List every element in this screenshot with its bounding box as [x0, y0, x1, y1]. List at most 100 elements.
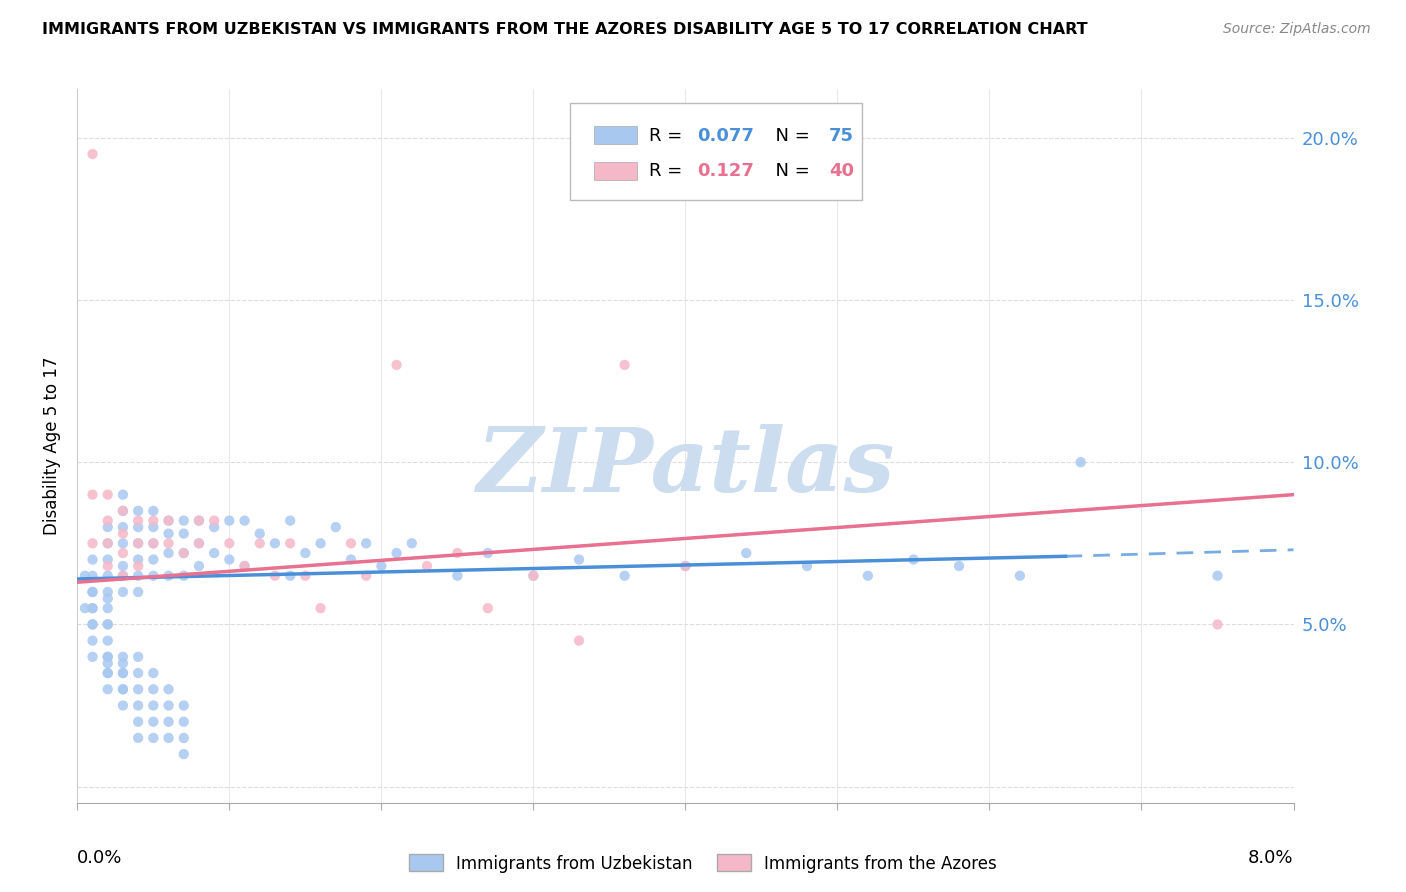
Text: N =: N =	[765, 162, 815, 180]
Point	[157, 731, 180, 745]
Point	[142, 504, 165, 518]
Point	[97, 591, 120, 606]
Point	[416, 559, 439, 574]
Point	[446, 568, 468, 582]
Point	[127, 536, 149, 550]
Point	[82, 488, 104, 502]
Point	[278, 536, 301, 550]
Point	[1206, 617, 1229, 632]
Point	[568, 552, 591, 566]
Point	[97, 520, 120, 534]
Point	[173, 698, 195, 713]
Point	[1206, 568, 1229, 582]
Point	[278, 568, 301, 582]
Point	[157, 568, 180, 582]
Point	[127, 666, 149, 681]
Point	[340, 536, 363, 550]
Point	[278, 514, 301, 528]
Point	[82, 601, 104, 615]
Point	[82, 147, 104, 161]
FancyBboxPatch shape	[569, 103, 862, 200]
Point	[97, 552, 120, 566]
Point	[173, 714, 195, 729]
Point	[142, 536, 165, 550]
Point	[111, 682, 134, 697]
Point	[142, 731, 165, 745]
Point	[82, 617, 104, 632]
Point	[446, 546, 468, 560]
Point	[127, 520, 149, 534]
Point	[142, 568, 165, 582]
Point	[202, 514, 225, 528]
Point	[233, 514, 256, 528]
Point	[127, 585, 149, 599]
Text: 0.077: 0.077	[697, 127, 755, 145]
Text: N =: N =	[765, 127, 815, 145]
Point	[111, 657, 134, 671]
Y-axis label: Disability Age 5 to 17: Disability Age 5 to 17	[44, 357, 62, 535]
Point	[97, 601, 120, 615]
Point	[233, 559, 256, 574]
Point	[401, 536, 423, 550]
Point	[157, 546, 180, 560]
Point	[173, 747, 195, 761]
Point	[948, 559, 970, 574]
Point	[325, 520, 347, 534]
Point	[157, 514, 180, 528]
Point	[111, 526, 134, 541]
Point	[264, 536, 287, 550]
Point	[157, 526, 180, 541]
Point	[111, 666, 134, 681]
Point	[111, 488, 134, 502]
Point	[142, 698, 165, 713]
Point	[188, 514, 211, 528]
Point	[294, 546, 316, 560]
Point	[111, 698, 134, 713]
Point	[82, 617, 104, 632]
Point	[157, 682, 180, 697]
Point	[477, 546, 499, 560]
Point	[218, 514, 240, 528]
Point	[522, 568, 544, 582]
Point	[188, 514, 211, 528]
Point	[249, 536, 271, 550]
Text: Source: ZipAtlas.com: Source: ZipAtlas.com	[1223, 22, 1371, 37]
Point	[522, 568, 544, 582]
Point	[111, 649, 134, 664]
Point	[173, 514, 195, 528]
Point	[613, 568, 636, 582]
Text: 0.127: 0.127	[697, 162, 755, 180]
Point	[111, 504, 134, 518]
Point	[1070, 455, 1092, 469]
Point	[188, 536, 211, 550]
Point	[903, 552, 925, 566]
Point	[370, 559, 392, 574]
Point	[735, 546, 758, 560]
Text: 0.0%: 0.0%	[77, 849, 122, 867]
Text: 75: 75	[830, 127, 853, 145]
Point	[82, 585, 104, 599]
Point	[127, 649, 149, 664]
Point	[157, 536, 180, 550]
Point	[97, 585, 120, 599]
Point	[97, 649, 120, 664]
Point	[127, 536, 149, 550]
Point	[309, 601, 332, 615]
Point	[173, 546, 195, 560]
Point	[97, 666, 120, 681]
Point	[82, 585, 104, 599]
Text: ZIPatlas: ZIPatlas	[477, 425, 894, 510]
Point	[127, 504, 149, 518]
Point	[202, 546, 225, 560]
Point	[97, 649, 120, 664]
Point	[385, 546, 408, 560]
Point	[127, 568, 149, 582]
Point	[188, 536, 211, 550]
Point	[173, 546, 195, 560]
Point	[111, 682, 134, 697]
Point	[477, 601, 499, 615]
FancyBboxPatch shape	[595, 162, 637, 180]
Point	[142, 552, 165, 566]
Point	[111, 546, 134, 560]
Point	[127, 682, 149, 697]
